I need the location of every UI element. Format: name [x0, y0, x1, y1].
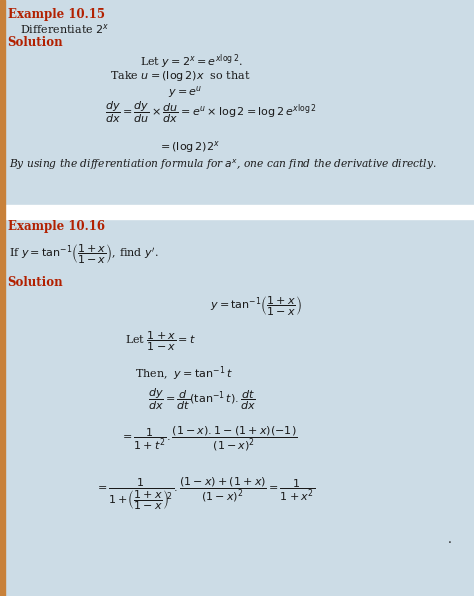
Text: Let $\dfrac{1+x}{1-x} = t$: Let $\dfrac{1+x}{1-x} = t$ — [125, 330, 196, 353]
Text: Example 10.15: Example 10.15 — [8, 8, 105, 21]
Text: Then,  $y = \tan^{-1}t$: Then, $y = \tan^{-1}t$ — [135, 364, 233, 383]
Text: Solution: Solution — [7, 36, 63, 49]
Text: Differentiate $2^x$: Differentiate $2^x$ — [20, 22, 109, 36]
Text: $= \dfrac{1}{1+\!\left(\dfrac{1+x}{1-x}\right)^{\!2}}.\dfrac{(1-x)+(1+x)}{(1-x)^: $= \dfrac{1}{1+\!\left(\dfrac{1+x}{1-x}\… — [95, 475, 315, 512]
Text: Let $y = 2^x = e^{x\log 2}$.: Let $y = 2^x = e^{x\log 2}$. — [140, 52, 243, 70]
Text: $\dfrac{dy}{dx} = \dfrac{dy}{du}\times\dfrac{du}{dx} = e^u \times \log 2 = \log : $\dfrac{dy}{dx} = \dfrac{dy}{du}\times\d… — [105, 100, 317, 126]
Text: Solution: Solution — [7, 276, 63, 289]
Text: Example 10.16: Example 10.16 — [8, 220, 105, 233]
Bar — [0, 0, 5, 596]
Text: By using the differentiation formula for $a^x$, one can find the derivative dire: By using the differentiation formula for… — [9, 158, 437, 172]
Text: If $y = \tan^{-1}\!\left(\dfrac{1+x}{1-x}\right)$, find $y^{\prime}$.: If $y = \tan^{-1}\!\left(\dfrac{1+x}{1-x… — [9, 243, 158, 266]
Bar — [0, 205, 474, 219]
Text: $y = \tan^{-1}\!\left(\dfrac{1+x}{1-x}\right)$: $y = \tan^{-1}\!\left(\dfrac{1+x}{1-x}\r… — [210, 295, 302, 318]
Text: $= \dfrac{1}{1+t^2}.\dfrac{(1-x).1-(1+x)(-1)}{(1-x)^2}$: $= \dfrac{1}{1+t^2}.\dfrac{(1-x).1-(1+x)… — [120, 425, 297, 454]
Text: $= (\log2)2^x$: $= (\log2)2^x$ — [158, 139, 220, 155]
Text: .: . — [448, 533, 452, 546]
Text: Take $u = (\log 2)x$  so that: Take $u = (\log 2)x$ so that — [110, 69, 250, 83]
Text: $y = e^u$: $y = e^u$ — [168, 84, 202, 100]
Text: $\dfrac{dy}{dx} = \dfrac{d}{dt}(\tan^{-1} t).\dfrac{dt}{dx}$: $\dfrac{dy}{dx} = \dfrac{d}{dt}(\tan^{-1… — [148, 387, 256, 412]
